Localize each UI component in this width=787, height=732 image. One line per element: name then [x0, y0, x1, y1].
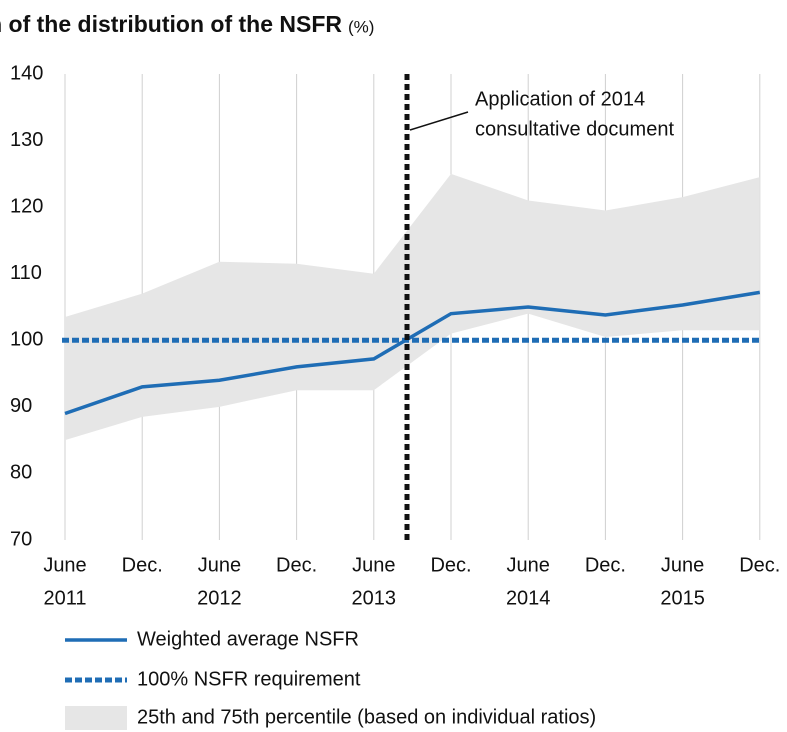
- annotation: consultative document: [475, 118, 674, 140]
- x-tick-label: 2011: [43, 587, 86, 609]
- x-tick-label: June: [507, 554, 550, 576]
- legend-swatch: [65, 706, 127, 730]
- y-tick-label: 140: [10, 62, 43, 84]
- x-tick-label: Dec.: [276, 554, 317, 576]
- x-tick-label: 2014: [506, 587, 551, 609]
- x-tick-label: Dec.: [585, 554, 626, 576]
- y-tick-label: 120: [10, 195, 43, 217]
- x-tick-label: June: [352, 554, 395, 576]
- annotation-leader: [409, 111, 469, 131]
- chart-title: Evolution of the distribution of the NSF…: [0, 11, 342, 37]
- y-tick-label: 130: [10, 129, 43, 151]
- x-tick-label: June: [43, 554, 86, 576]
- unit: (%): [348, 17, 374, 36]
- x-tick-label: Dec.: [739, 554, 780, 576]
- y-tick-label: 110: [10, 262, 42, 284]
- x-tick-label: Dec.: [430, 554, 471, 576]
- x-tick-label: June: [661, 554, 704, 576]
- legend-label: 100% NSFR requirement: [137, 668, 361, 690]
- y-tick-label: 70: [10, 528, 32, 550]
- series-line: [64, 290, 761, 416]
- x-tick-label: 2012: [197, 587, 242, 609]
- x-tick-label: 2013: [352, 587, 397, 609]
- y-tick-label: 80: [10, 462, 32, 484]
- x-tick-label: June: [198, 554, 241, 576]
- legend-label: 25th and 75th percentile (based on indiv…: [137, 706, 596, 728]
- x-tick-label: 2015: [660, 587, 705, 609]
- x-tick-label: Dec.: [122, 554, 163, 576]
- annotation: Application of 2014: [475, 88, 645, 110]
- percentile-band: [65, 173, 760, 441]
- y-tick-label: 100: [10, 329, 43, 351]
- plot: [64, 74, 761, 540]
- y-tick-label: 90: [10, 395, 32, 417]
- legend-label: Weighted average NSFR: [137, 628, 359, 650]
